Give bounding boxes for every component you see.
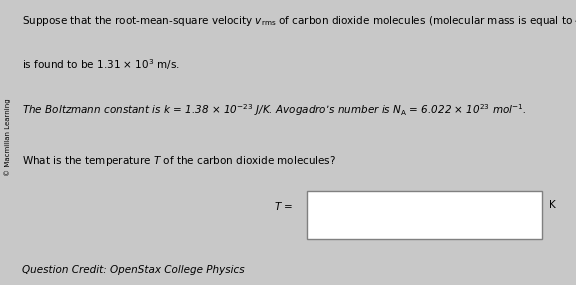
Text: K: K <box>549 200 556 209</box>
Text: Question Credit: OpenStax College Physics: Question Credit: OpenStax College Physic… <box>22 265 244 275</box>
Text: © Macmillan Learning: © Macmillan Learning <box>5 98 12 176</box>
Text: is found to be 1.31 $\times$ 10$^{3}$ m/s.: is found to be 1.31 $\times$ 10$^{3}$ m/… <box>22 57 180 72</box>
Text: Suppose that the root-mean-square velocity $v_{\mathrm{rms}}$ of carbon dioxide : Suppose that the root-mean-square veloci… <box>22 14 576 28</box>
Text: What is the temperature $\it{T}$ of the carbon dioxide molecules?: What is the temperature $\it{T}$ of the … <box>22 154 336 168</box>
Text: $\it{The\ Boltzmann\ constant\ is\ k}$ = 1.38 $\times$ 10$^{-23}$ J/K. Avogadro’: $\it{The\ Boltzmann\ constant\ is\ k}$ =… <box>22 103 526 118</box>
FancyBboxPatch shape <box>307 191 543 239</box>
Text: $\it{T}$ =: $\it{T}$ = <box>274 200 293 211</box>
